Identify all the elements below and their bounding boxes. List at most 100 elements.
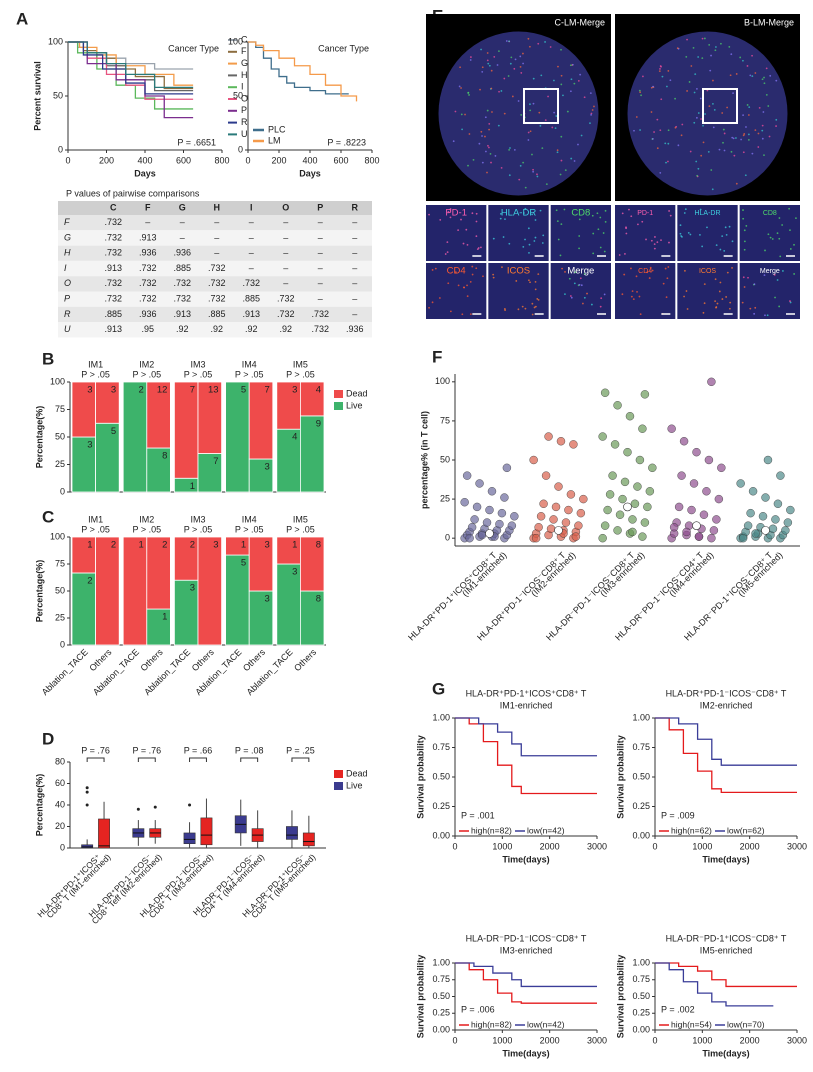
point (549, 515, 558, 524)
point (620, 477, 630, 487)
image-texture (532, 102, 535, 105)
image-texture (531, 153, 533, 156)
image-texture (703, 302, 706, 305)
table-cell: .732 (277, 294, 295, 304)
image-texture (763, 154, 765, 156)
point (482, 518, 492, 527)
image-texture (499, 212, 502, 215)
table-cell: .92 (245, 324, 258, 334)
image-texture (559, 173, 562, 176)
survival-curve (68, 41, 194, 86)
x-tick-label: 2000 (740, 1035, 760, 1045)
image-texture (446, 241, 449, 244)
table-cell: – (214, 248, 219, 258)
image-texture (469, 59, 472, 61)
image-texture (556, 220, 559, 222)
image-texture (687, 231, 690, 234)
image-texture (515, 280, 518, 282)
table-cell: – (249, 217, 254, 227)
point (546, 524, 556, 533)
image-texture (746, 104, 749, 106)
x-tick-label: 0 (452, 1035, 457, 1045)
legend-label: Live (346, 400, 363, 410)
image-texture (498, 90, 500, 93)
image-texture (599, 305, 602, 308)
point (579, 494, 588, 504)
count-label: 8 (316, 594, 321, 605)
image-texture (761, 129, 764, 132)
y-tick-label: 0.00 (432, 1024, 450, 1034)
x-tick-label: Others (190, 647, 217, 674)
image-texture (742, 209, 744, 211)
table-row-label: P (64, 294, 70, 304)
count-label: 1 (241, 540, 246, 551)
image-texture (729, 301, 732, 304)
bar-segment (197, 381, 223, 454)
image-texture (632, 298, 635, 300)
survival-curve (655, 962, 774, 1007)
x-tick-label: 2000 (540, 1035, 560, 1045)
image-texture (742, 134, 745, 137)
point (773, 499, 783, 508)
image-texture (667, 266, 670, 268)
image-texture (454, 110, 457, 113)
group-p-value: P = .66 (184, 745, 213, 755)
image-texture (592, 232, 595, 235)
image-texture (604, 209, 607, 212)
channel-label: CD8 (763, 210, 777, 217)
image-texture (699, 97, 702, 100)
point (598, 533, 607, 543)
image-texture (586, 292, 588, 295)
count-label: 1 (292, 540, 297, 551)
table-header: R (352, 202, 359, 212)
image-texture (685, 55, 688, 58)
count-label: 7 (265, 385, 270, 396)
point (574, 521, 583, 530)
image-bg (739, 205, 800, 261)
image-texture (481, 66, 484, 69)
y-tick-label: 75 (55, 404, 65, 414)
bracket (189, 757, 207, 762)
point (682, 527, 691, 537)
legend-label: Dead (346, 768, 368, 778)
x-axis-label: Time(days) (502, 854, 549, 864)
image-texture (603, 250, 606, 253)
table-row-bg (58, 322, 372, 338)
point (786, 505, 795, 515)
image-texture (578, 247, 580, 250)
image-texture (522, 62, 524, 65)
image-texture (722, 128, 725, 131)
image-texture (714, 278, 717, 281)
table-cell: – (283, 278, 288, 288)
image-texture (721, 298, 724, 300)
image-texture (758, 106, 761, 109)
image-texture (773, 273, 776, 276)
image-texture (513, 148, 516, 151)
image-texture (545, 183, 548, 186)
point (743, 521, 753, 530)
image-texture (475, 235, 478, 238)
image-texture (679, 224, 682, 227)
image-texture (677, 144, 680, 147)
image-texture (775, 125, 777, 127)
x-axis-label: Time(days) (702, 1048, 749, 1058)
image-texture (549, 46, 552, 48)
x-tick-label: 1000 (492, 841, 512, 851)
panel-label: C (42, 507, 54, 526)
group-p-value: P > .05 (132, 369, 161, 379)
image-texture (531, 213, 534, 216)
table-cell: .92 (210, 324, 223, 334)
point (487, 487, 497, 496)
image-texture (726, 106, 729, 109)
image-texture (680, 134, 683, 137)
image-texture (660, 239, 662, 242)
image-texture (686, 90, 688, 92)
table-row-bg (58, 260, 372, 277)
image-texture (697, 56, 700, 58)
x-tick-label: 400 (137, 155, 152, 165)
image-texture (471, 265, 474, 268)
legend-swatch (334, 782, 343, 790)
bar-segment (146, 381, 171, 449)
image-texture (503, 112, 506, 115)
image-texture (765, 93, 768, 96)
